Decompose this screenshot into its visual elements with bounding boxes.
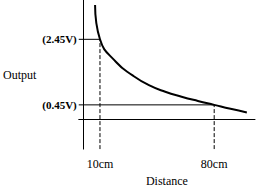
svg-text:(0.45V): (0.45V) xyxy=(42,99,77,112)
svg-text:10cm: 10cm xyxy=(87,157,114,171)
svg-text:80cm: 80cm xyxy=(201,157,228,171)
svg-text:(2.45V): (2.45V) xyxy=(42,33,77,46)
svg-text:Distance: Distance xyxy=(146,174,188,188)
svg-text:Output: Output xyxy=(3,68,37,82)
